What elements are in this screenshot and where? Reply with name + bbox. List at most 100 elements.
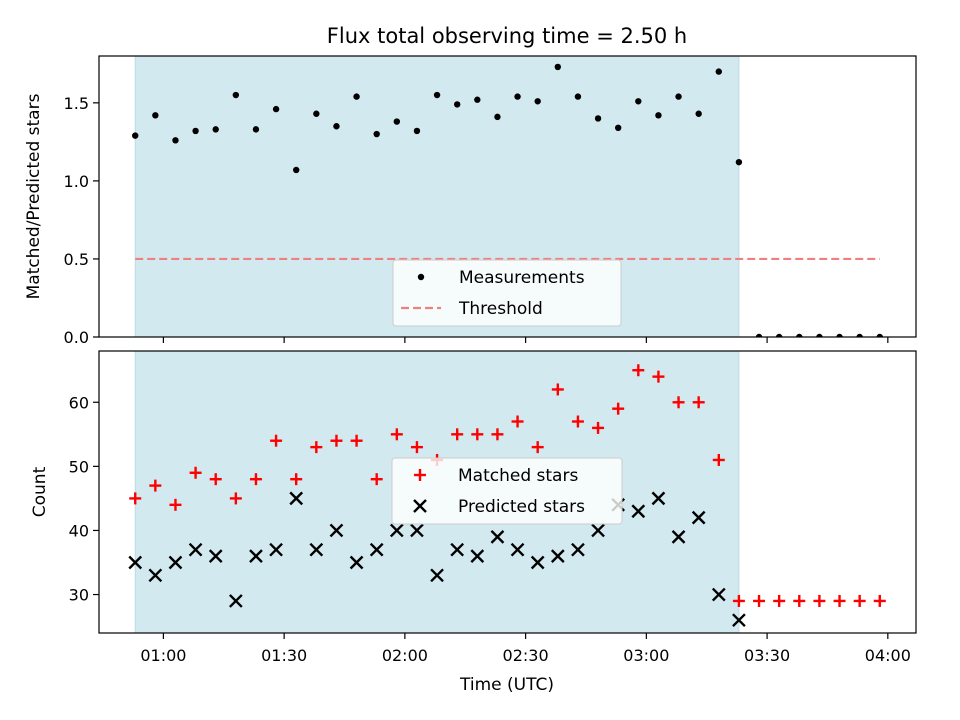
series-2-point xyxy=(289,491,304,506)
series-2-point xyxy=(671,530,686,544)
series-1-point xyxy=(755,333,763,337)
series-2-point xyxy=(691,510,706,525)
series-1-point xyxy=(873,594,886,607)
series-1-point xyxy=(129,492,142,505)
x-tick-label: 02:00 xyxy=(382,646,428,665)
y-tick-label: 60 xyxy=(69,393,89,412)
legend-label: Threshold xyxy=(458,299,543,319)
series-2-point xyxy=(631,504,646,519)
y-tick-label: 40 xyxy=(69,521,89,540)
series-1-point xyxy=(393,118,401,125)
series-1-point xyxy=(152,112,159,119)
series-2-point xyxy=(550,549,565,563)
x-tick-label: 01:00 xyxy=(140,646,186,665)
y-tick-label: 30 xyxy=(69,586,89,605)
series-1-point xyxy=(189,466,202,479)
series-1-point xyxy=(813,594,826,607)
series-1-point xyxy=(594,115,602,122)
series-1-point xyxy=(149,479,162,492)
series-1-point xyxy=(574,93,582,100)
series-1-point xyxy=(876,333,883,337)
series-1-point xyxy=(614,124,622,132)
series-1-point xyxy=(712,453,725,466)
y-tick-label: 50 xyxy=(69,457,89,476)
series-1-point xyxy=(833,594,846,607)
series-1-point xyxy=(511,415,524,428)
series-1-point xyxy=(413,127,421,135)
y-tick-label: 1.0 xyxy=(64,172,89,191)
series-1-point xyxy=(856,333,863,337)
x-tick-label: 02:30 xyxy=(503,646,549,665)
series-1-point xyxy=(474,96,481,103)
series-1-point xyxy=(715,68,722,75)
series-2-point xyxy=(309,542,324,557)
legend: Matched stars Predicted stars xyxy=(391,457,623,525)
legend-marker xyxy=(417,273,425,281)
legend-label: Predicted stars xyxy=(458,497,585,517)
series-1-point xyxy=(453,101,461,108)
series-2-point xyxy=(510,542,525,557)
plot-area xyxy=(132,63,883,337)
series-2-point xyxy=(188,542,203,557)
x-tick-label: 03:00 xyxy=(623,646,669,665)
series-1-point xyxy=(270,434,283,447)
series-1-point xyxy=(293,166,300,174)
x-axis-label: Time (UTC) xyxy=(459,675,554,695)
y-tick-label: 0.5 xyxy=(64,250,89,269)
series-1-point xyxy=(514,93,521,100)
legend-box xyxy=(391,457,623,525)
series-1-point xyxy=(773,594,786,607)
series-1-point xyxy=(232,91,240,99)
series-2-point xyxy=(349,555,364,570)
series-2-point xyxy=(249,549,263,563)
legend-label: Matched stars xyxy=(458,466,578,486)
bottom-panel: 30 40 50 60 01:00 01:30 02:00 02:30 03:00 03:30 04… xyxy=(30,350,917,665)
series-1-point xyxy=(836,333,843,337)
series-2-point xyxy=(269,542,283,557)
legend-label: Measurements xyxy=(459,268,585,288)
series-1-point xyxy=(451,428,464,441)
series-1-point xyxy=(554,63,562,71)
series-1-point xyxy=(229,492,242,505)
series-2-point xyxy=(208,549,223,563)
series-1-point xyxy=(209,473,222,486)
series-2-point xyxy=(470,549,485,563)
series-1-point xyxy=(816,333,823,337)
series-1-point xyxy=(310,441,323,454)
series-1-point xyxy=(132,132,139,139)
x-tick-label: 01:30 xyxy=(261,646,307,665)
series-1-point xyxy=(471,428,484,441)
axes-frame xyxy=(98,55,917,338)
legend-marker xyxy=(414,469,426,481)
series-1-point xyxy=(592,421,605,434)
series-2-point xyxy=(530,555,545,570)
series-2-point xyxy=(369,542,384,557)
series-2-point xyxy=(389,523,404,538)
series-1-point xyxy=(612,402,625,415)
series-1-point xyxy=(551,383,564,396)
series-1-point xyxy=(775,333,783,337)
series-1-point xyxy=(410,441,423,454)
series-1-point xyxy=(290,473,303,486)
series-1-point xyxy=(753,594,766,607)
legend-box xyxy=(392,259,622,327)
series-2-point xyxy=(490,530,505,544)
series-1-point xyxy=(370,473,383,486)
series-1-point xyxy=(531,441,544,454)
legend-marker xyxy=(413,499,427,513)
series-1-point xyxy=(571,415,584,428)
series-1-point xyxy=(793,594,806,607)
series-1-point xyxy=(675,93,682,100)
series-1-point xyxy=(491,428,504,441)
series-1-point xyxy=(672,396,685,409)
series-2-point xyxy=(651,491,666,506)
series-2-point xyxy=(450,542,465,557)
series-2-point xyxy=(128,555,143,570)
series-2-point xyxy=(148,568,163,583)
series-1-point xyxy=(169,498,182,511)
x-tick-label: 04:00 xyxy=(865,646,911,665)
series-1-point xyxy=(735,158,743,166)
series-1-point xyxy=(692,396,705,409)
series-2-point xyxy=(168,555,183,570)
axes-frame xyxy=(98,350,917,634)
